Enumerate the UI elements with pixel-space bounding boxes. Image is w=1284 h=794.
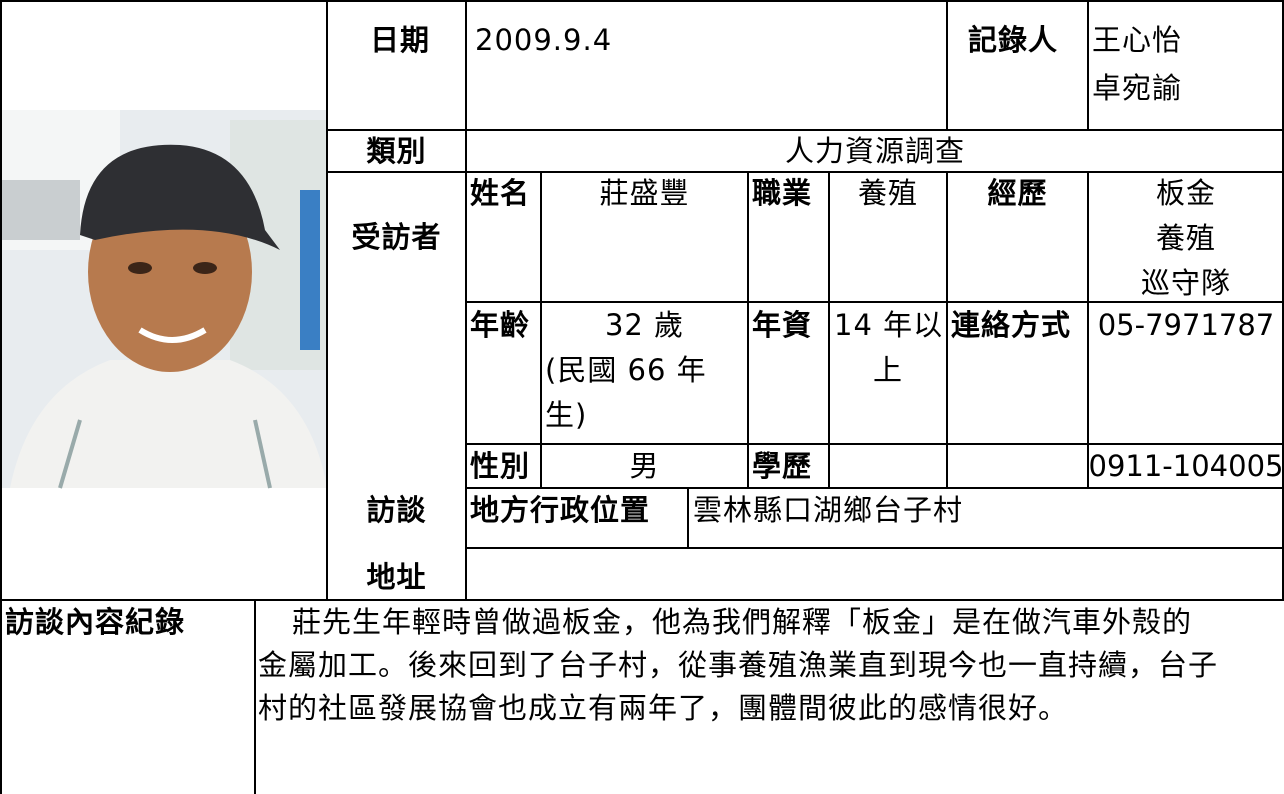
seniority: 上: [872, 353, 903, 387]
content-line: 村的社區發展協會也成立有兩年了，團體間彼此的感情很好。: [258, 691, 1069, 725]
contact-label: 連絡方式: [951, 308, 1072, 342]
name: 莊盛豐: [599, 176, 690, 210]
content-label: 訪談內容紀錄: [5, 605, 186, 639]
gender-label: 性別: [470, 449, 531, 483]
age-label: 年齡: [470, 308, 531, 342]
admin-location: 雲林縣口湖鄉台子村: [693, 493, 964, 527]
phone: 05-7971787: [1097, 308, 1275, 342]
content-line: 莊先生年輕時曾做過板金，他為我們解釋「板金」是在做汽車外殼的: [292, 605, 1193, 639]
job-label: 職業: [752, 176, 813, 210]
experience: 板金: [1155, 176, 1216, 210]
experience: 養殖: [1155, 221, 1216, 255]
date: 2009.9.4: [475, 23, 613, 57]
address-label: 訪談: [366, 493, 427, 527]
age: (民國 66 年: [545, 353, 707, 387]
photo: [0, 110, 327, 489]
date-label: 日期: [370, 23, 431, 57]
admin-label: 地方行政位置: [470, 493, 651, 527]
category: 人力資源調查: [784, 134, 965, 168]
job: 養殖: [857, 176, 918, 210]
phone: 0911-104005: [1088, 449, 1284, 483]
category-label: 類別: [366, 134, 427, 168]
gender: 男: [629, 449, 660, 483]
seniority-label: 年資: [752, 308, 813, 342]
name-label: 姓名: [470, 176, 531, 210]
seniority: 14 年以: [834, 308, 944, 342]
experience-label: 經歷: [987, 176, 1048, 210]
experience: 巡守隊: [1140, 266, 1231, 300]
age: 32 歲: [604, 308, 685, 342]
age: 生): [545, 398, 588, 432]
content-line: 金屬加工。後來回到了台子村，從事養殖漁業直到現今也一直持續，台子: [258, 648, 1219, 682]
interviewee-label: 受訪者: [351, 220, 442, 254]
address-label: 地址: [366, 560, 427, 594]
recorder: 王心怡: [1092, 23, 1183, 57]
recorder-label: 記錄人: [968, 23, 1059, 57]
recorder: 卓宛諭: [1092, 71, 1183, 105]
education-label: 學歷: [752, 449, 813, 483]
